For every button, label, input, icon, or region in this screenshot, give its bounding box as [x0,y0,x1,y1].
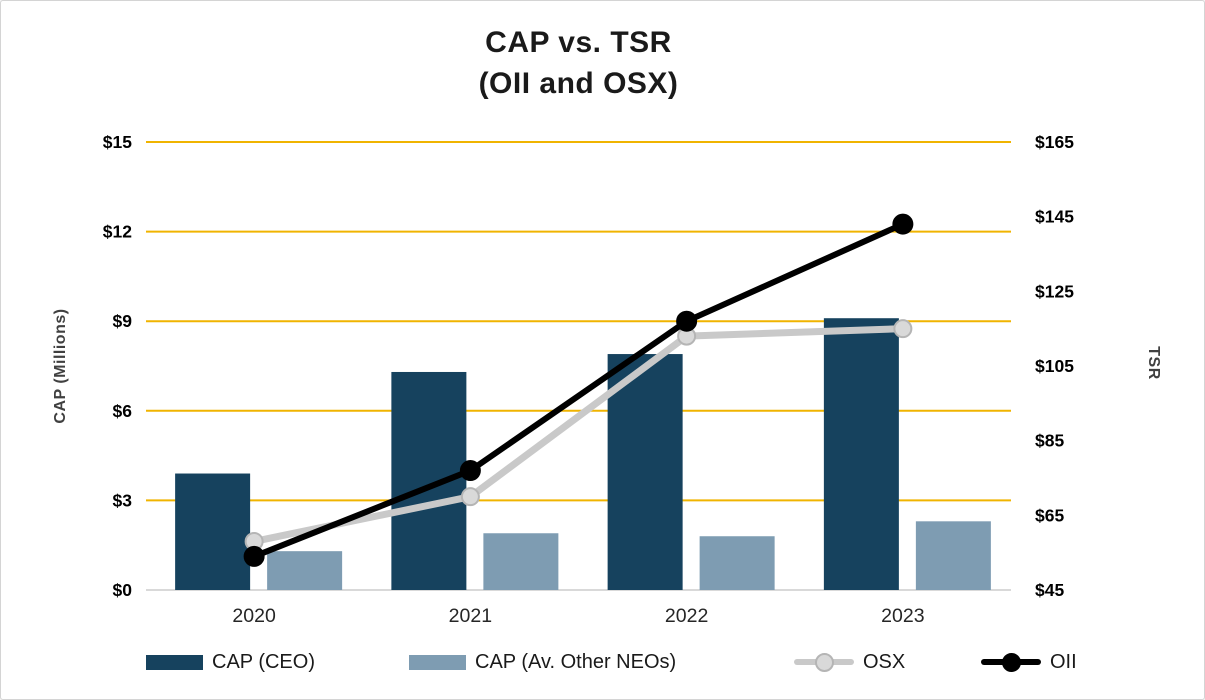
line-osx [250,325,907,545]
left-tick-label: $12 [103,222,132,242]
chart-title-line1: CAP vs. TSR [485,26,672,59]
marker-osx [460,487,480,507]
right-tick-label: $65 [1035,505,1064,525]
legend-label-osx: OSX [863,650,906,673]
line-oii [251,221,906,560]
x-axis-label: 2023 [881,605,924,627]
right-tick-label: $85 [1035,431,1064,451]
legend-item-cap-ceo: CAP (CEO) [146,647,315,677]
marker-oii [459,460,481,482]
right-tick-label: $145 [1035,207,1074,227]
bar-cap-av-other-neos- [267,551,343,590]
left-tick-label: $0 [113,580,133,600]
oii-line-swatch-icon [981,652,1041,672]
marker-oii [892,213,914,235]
legend: CAP (CEO) CAP (Av. Other NEOs) OSX OII [1,647,1204,677]
bar-cap-ceo- [391,371,467,590]
right-tick-label: $45 [1035,580,1064,600]
bar-cap-av-other-neos- [699,536,775,590]
left-tick-label: $3 [113,490,133,510]
right-tick-label: $165 [1035,132,1074,152]
x-axis-label: 2020 [232,605,276,627]
marker-oii [243,545,265,567]
cap-neos-swatch-icon [409,654,466,670]
legend-item-osx: OSX [794,647,905,677]
right-tick-label: $105 [1035,356,1074,376]
osx-line-swatch-icon [794,652,854,672]
right-tick-label: $125 [1035,281,1074,301]
bar-cap-ceo- [175,473,251,590]
bar-cap-ceo- [607,354,683,590]
legend-label-oii: OII [1050,650,1077,673]
bar-cap-ceo- [823,318,899,590]
legend-label-cap-ceo: CAP (CEO) [212,650,315,673]
bar-cap-av-other-neos- [483,533,559,590]
left-tick-label: $15 [103,132,132,152]
left-tick-label: $9 [113,311,133,331]
legend-item-oii: OII [981,647,1077,677]
marker-osx [893,319,913,339]
left-tick-label: $6 [113,401,133,421]
marker-oii [676,310,698,332]
legend-label-cap-neos: CAP (Av. Other NEOs) [475,650,677,673]
chart-title: CAP vs. TSR (OII and OSX) [1,23,1156,104]
x-axis-label: 2022 [665,605,708,627]
x-axis-label: 2021 [449,605,492,627]
bar-cap-av-other-neos- [915,521,991,590]
chart-title-line2: (OII and OSX) [478,66,679,100]
legend-item-cap-neos: CAP (Av. Other NEOs) [409,647,676,677]
cap-ceo-swatch-icon [146,654,203,670]
